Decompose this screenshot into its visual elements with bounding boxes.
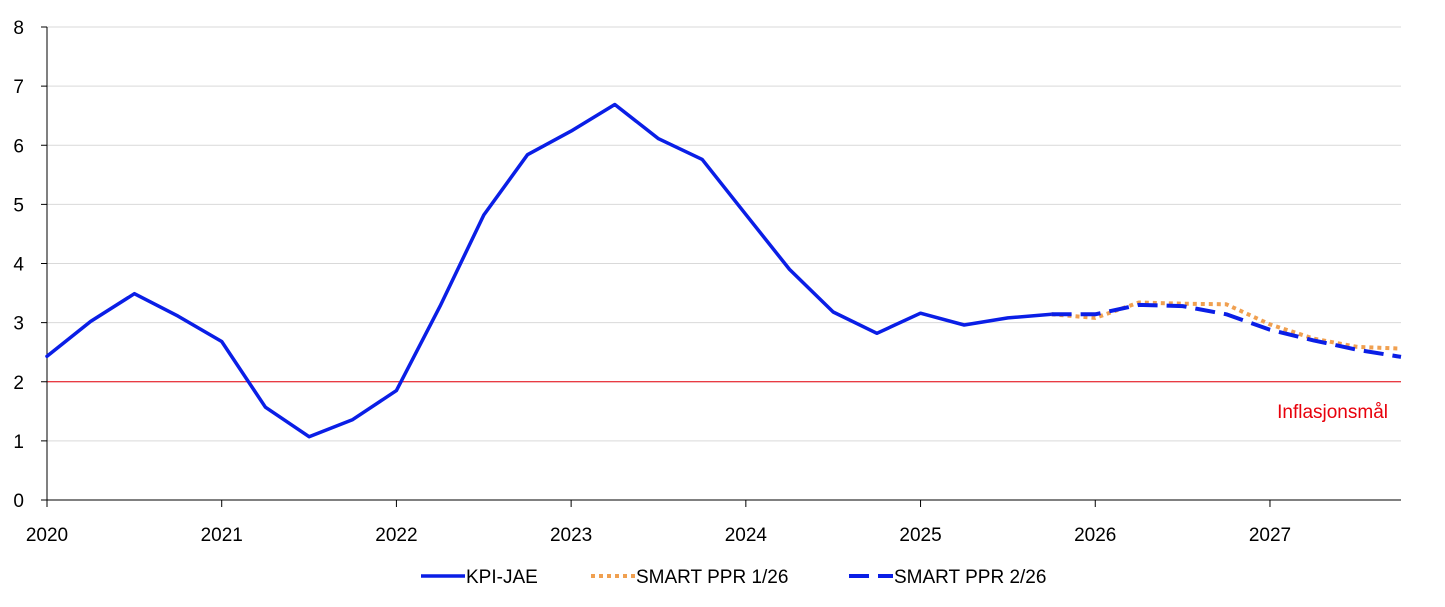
y-axis-tick-labels: 0 1 2 3 4 5 6 7 8 — [13, 18, 24, 512]
x-tick-label: 2020 — [26, 525, 68, 546]
y-tick-label: 6 — [13, 136, 24, 157]
legend-label: KPI-JAE — [466, 567, 538, 588]
y-tick-label: 7 — [13, 77, 24, 98]
legend: KPI-JAE SMART PPR 1/26 SMART PPR 2/26 — [421, 567, 1046, 588]
y-tick-label: 8 — [13, 18, 24, 39]
y-tick-label: 0 — [13, 491, 24, 512]
x-tick-label: 2021 — [201, 525, 243, 546]
x-tick-label: 2025 — [899, 525, 941, 546]
y-tick-label: 1 — [13, 432, 24, 453]
gridlines — [47, 26, 1401, 442]
y-tick-label: 2 — [13, 373, 24, 394]
legend-label: SMART PPR 2/26 — [894, 567, 1046, 588]
legend-label: SMART PPR 1/26 — [636, 567, 788, 588]
x-tick-label: 2022 — [375, 525, 417, 546]
series-line-smart-ppr-1-26 — [1051, 300, 1402, 351]
series-lines — [45, 102, 1402, 439]
y-tick-label: 3 — [13, 314, 24, 335]
y-tick-label: 5 — [13, 195, 24, 216]
axes — [41, 26, 1401, 507]
inflation-target-label: Inflasjonsmål — [1277, 402, 1388, 423]
x-tick-label: 2024 — [725, 525, 768, 546]
x-tick-label: 2027 — [1249, 525, 1291, 546]
series-line-kpi-jae — [45, 102, 1054, 439]
y-tick-label: 4 — [13, 255, 24, 276]
x-axis-tick-labels: 2020 2021 2022 2023 2024 2025 2026 2027 — [26, 525, 1291, 546]
x-tick-label: 2026 — [1074, 525, 1116, 546]
x-tick-label: 2023 — [550, 525, 592, 546]
series-line-smart-ppr-2-26 — [1051, 302, 1402, 359]
